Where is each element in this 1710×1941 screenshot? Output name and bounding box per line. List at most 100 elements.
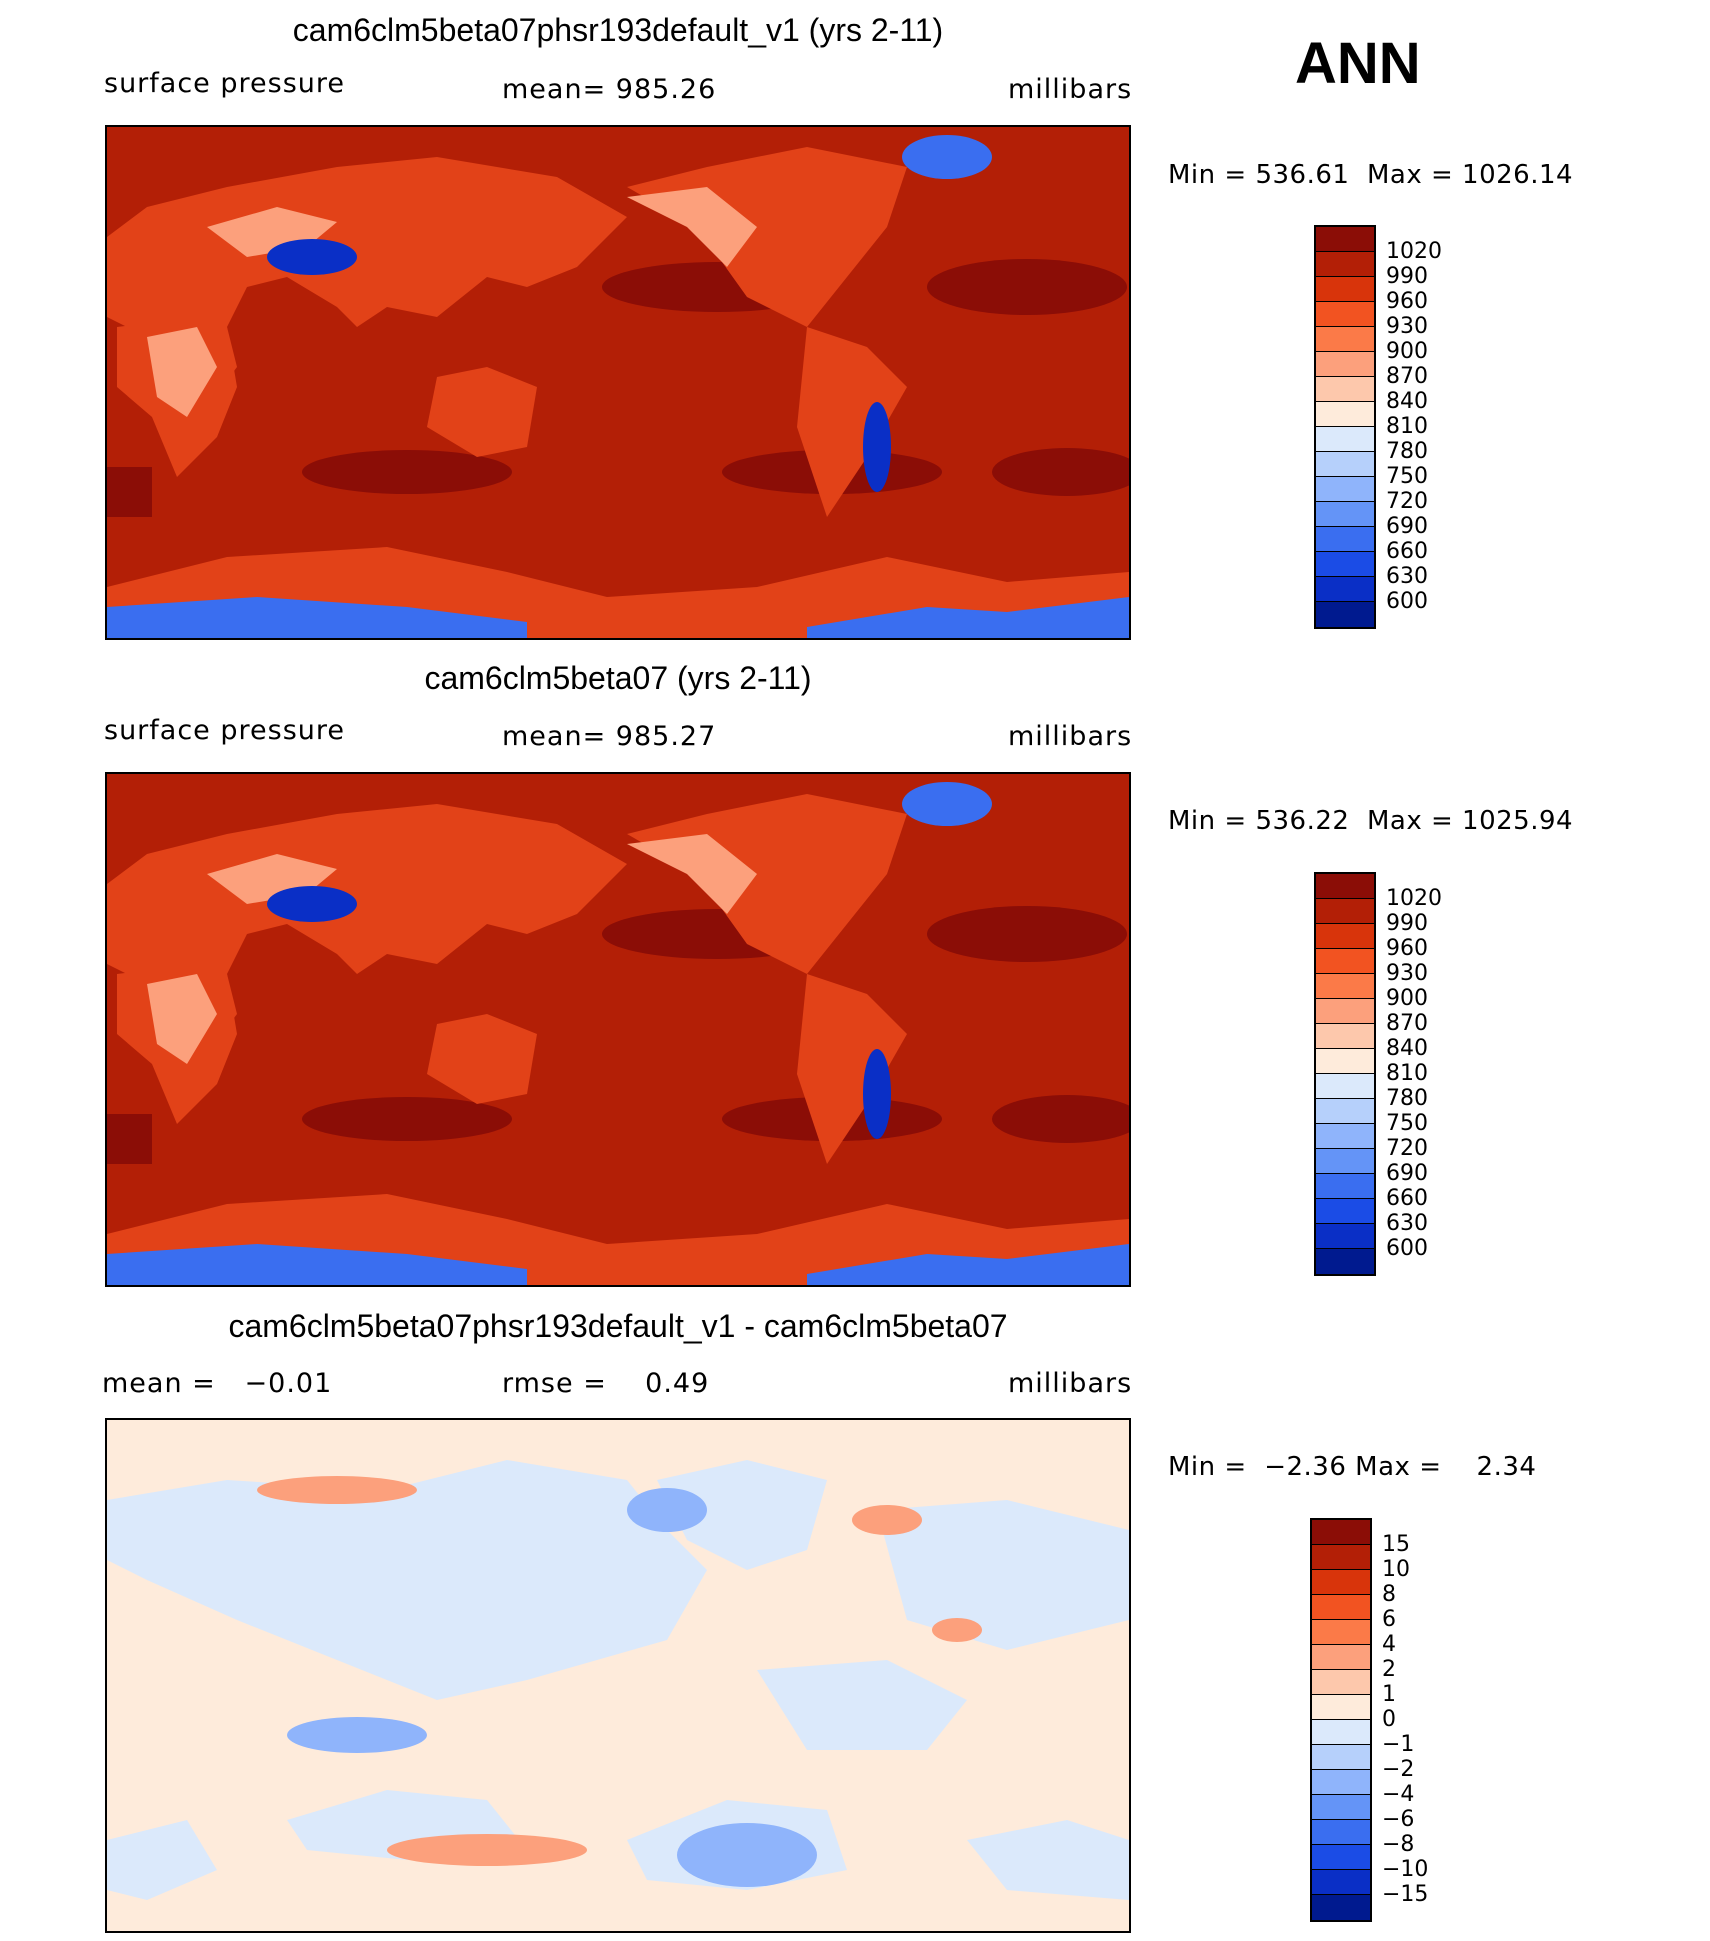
colorbar-label: 780 <box>1386 439 1428 464</box>
colorbar-segment <box>1316 999 1374 1024</box>
colorbar-segment <box>1316 252 1374 277</box>
colorbar-label: −4 <box>1382 1782 1415 1807</box>
panel2-min-label: Min = <box>1168 806 1247 836</box>
colorbar-segment <box>1316 1199 1374 1224</box>
panel3-neg-core-sind <box>287 1717 427 1753</box>
colorbar-segment <box>1312 1770 1370 1795</box>
colorbar-label: 900 <box>1386 986 1428 1011</box>
panel2-samerica <box>797 974 907 1164</box>
panel2-variable: surface pressure <box>104 715 345 746</box>
colorbar-segment <box>1312 1520 1370 1545</box>
panel2-max-label: Max = <box>1366 806 1454 836</box>
colorbar-segment <box>1312 1545 1370 1570</box>
colorbar-segment <box>1316 1124 1374 1149</box>
panel3-mean-value: −0.01 <box>244 1368 333 1399</box>
panel3-mean: mean = −0.01 <box>102 1368 332 1399</box>
panel2-minmax: Min = 536.22 Max = 1025.94 <box>1168 806 1573 836</box>
colorbar-label: 720 <box>1386 489 1428 514</box>
panel1-map-svg <box>107 127 1129 638</box>
panel2-map-svg <box>107 774 1129 1285</box>
panel3-rmse-label: rmse = <box>502 1368 607 1399</box>
panel1-max-label: Max = <box>1366 160 1454 190</box>
panel3-title: cam6clm5beta07phsr193default_v1 - cam6cl… <box>228 1308 1008 1344</box>
colorbar-label: 630 <box>1386 564 1428 589</box>
colorbar-segment <box>1316 1174 1374 1199</box>
colorbar-segment <box>1316 227 1374 252</box>
colorbar-segment <box>1316 427 1374 452</box>
colorbar-segment <box>1316 377 1374 402</box>
colorbar-segment <box>1316 277 1374 302</box>
colorbar-label: 1020 <box>1386 239 1442 264</box>
panel2-mean-label: mean= <box>502 721 607 752</box>
colorbar-segment <box>1316 1099 1374 1124</box>
colorbar-segment <box>1316 1249 1374 1274</box>
colorbar-segment <box>1312 1620 1370 1645</box>
colorbar-segment <box>1312 1595 1370 1620</box>
panel1-sind-high <box>302 450 512 494</box>
colorbar-segment <box>1316 974 1374 999</box>
panel2-map <box>105 772 1131 1287</box>
panel3-rmse-value: 0.49 <box>645 1368 710 1399</box>
colorbar-label: 660 <box>1386 1186 1428 1211</box>
colorbar-segment <box>1316 924 1374 949</box>
colorbar-label: −8 <box>1382 1832 1415 1857</box>
panel2-africa-highland <box>147 974 217 1064</box>
colorbar-segment <box>1312 1895 1370 1920</box>
colorbar-label: −6 <box>1382 1807 1415 1832</box>
panel2-natl-high <box>927 906 1127 962</box>
panel3-neg-core-aleutian <box>627 1488 707 1532</box>
colorbar-label: 870 <box>1386 1011 1428 1036</box>
panel1-min-label: Min = <box>1168 160 1247 190</box>
colorbar-label: 720 <box>1386 1136 1428 1161</box>
panel3-minmax: Min = −2.36 Max = 2.34 <box>1168 1452 1536 1482</box>
panel2-mean-value: 985.27 <box>615 721 717 752</box>
panel1-map <box>105 125 1131 640</box>
colorbar-segment <box>1316 577 1374 602</box>
colorbar-segment <box>1316 1074 1374 1099</box>
panel3-min-value: −2.36 <box>1264 1452 1347 1482</box>
colorbar-label: 690 <box>1386 1161 1428 1186</box>
colorbar-label: 15 <box>1382 1532 1410 1557</box>
colorbar-segment <box>1316 949 1374 974</box>
colorbar-label: 930 <box>1386 314 1428 339</box>
colorbar-segment <box>1316 874 1374 899</box>
panel1-antarctic-ice <box>107 597 527 638</box>
colorbar-label: 630 <box>1386 1211 1428 1236</box>
colorbar-label: −15 <box>1382 1882 1429 1907</box>
panel2-tibet <box>267 886 357 922</box>
panel2-rockies-highland <box>627 834 757 914</box>
panel2-w-high <box>107 1114 152 1164</box>
panel3-neg-core-spac <box>677 1823 817 1887</box>
panel1-australia <box>427 367 537 457</box>
panel2-title: cam6clm5beta07 (yrs 2-11) <box>424 660 812 696</box>
season-label: ANN <box>1295 31 1421 96</box>
panel1-colorbar <box>1314 225 1376 629</box>
colorbar-label: 810 <box>1386 1061 1428 1086</box>
colorbar-label: 960 <box>1386 936 1428 961</box>
panel1-rockies-highland <box>627 187 757 267</box>
panel2-andes <box>863 1049 891 1139</box>
panel3-neg-w <box>107 1820 217 1900</box>
panel1-natl-high <box>927 259 1127 315</box>
colorbar-label: 960 <box>1386 289 1428 314</box>
colorbar-label: −10 <box>1382 1857 1429 1882</box>
panel2-max-value: 1025.94 <box>1462 806 1574 836</box>
panel3-units: millibars <box>1008 1368 1133 1399</box>
panel1-mean: mean= 985.26 <box>502 74 716 105</box>
panel2-min-value: 536.22 <box>1255 806 1350 836</box>
panel3-pos-natl <box>932 1618 982 1642</box>
colorbar-segment <box>1312 1845 1370 1870</box>
colorbar-label: −2 <box>1382 1757 1415 1782</box>
panel2-australia <box>427 1014 537 1104</box>
colorbar-label: 8 <box>1382 1582 1396 1607</box>
colorbar-segment <box>1312 1670 1370 1695</box>
panel3-neg-e <box>967 1820 1129 1900</box>
colorbar-segment <box>1316 899 1374 924</box>
panel1-variable: surface pressure <box>104 68 345 99</box>
panel1-title: cam6clm5beta07phsr193default_v1 (yrs 2-1… <box>292 12 944 48</box>
colorbar-label: 2 <box>1382 1657 1396 1682</box>
panel1-w-high <box>107 467 152 517</box>
colorbar-label: 690 <box>1386 514 1428 539</box>
colorbar-label: 840 <box>1386 1036 1428 1061</box>
panel2-colorbar <box>1314 872 1376 1276</box>
